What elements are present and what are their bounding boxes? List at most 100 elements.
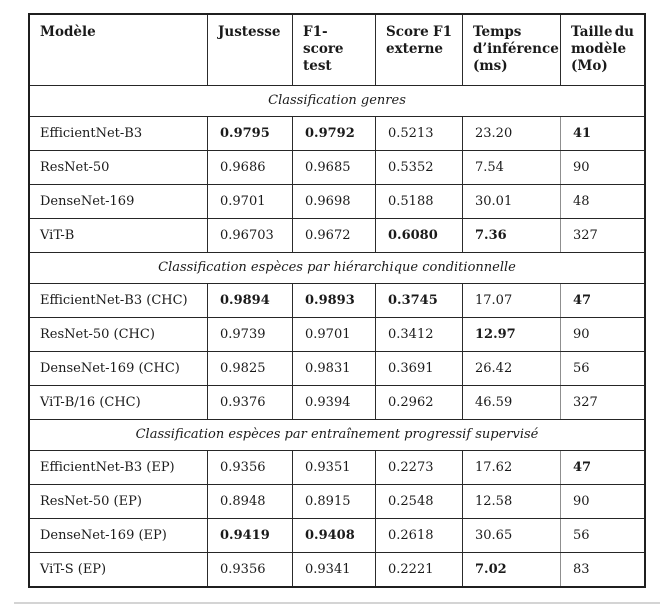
metric-cell: 0.2548 — [375, 485, 462, 518]
metric-cell: 0.3412 — [375, 318, 462, 351]
metric-cell: 0.9831 — [292, 352, 375, 385]
table-row: ResNet-50 0.9686 0.9685 0.5352 7.54 90 — [30, 150, 644, 184]
metric-cell: 23.20 — [462, 117, 560, 150]
metric-cell: 30.01 — [462, 185, 560, 218]
column-header-f1-score-test: F1-score test — [292, 15, 375, 85]
model-name-cell: DenseNet-169 (EP) — [40, 528, 167, 543]
metric-cell: 83 — [560, 553, 644, 586]
metric-cell: 0.9701 — [292, 318, 375, 351]
header-line: Temps — [473, 24, 522, 40]
model-name-cell: ViT-S (EP) — [40, 562, 107, 577]
section-title: Classification espèces par entraînement … — [30, 419, 644, 450]
metric-cell: 90 — [560, 318, 644, 351]
header-line: test — [303, 58, 332, 74]
metric-cell: 0.9351 — [292, 451, 375, 484]
model-results-table: Modèle Justesse F1-score test Score F1 externe… — [28, 13, 646, 588]
metric-cell: 90 — [560, 151, 644, 184]
column-header-temps-inference: Temps d’inférence (ms) — [462, 15, 560, 85]
metric-cell: 0.6080 — [375, 219, 462, 252]
metric-cell: 0.9825 — [207, 352, 292, 385]
table-row: ViT-B 0.96703 0.9672 0.6080 7.36 327 — [30, 218, 644, 252]
metric-cell: 0.3691 — [375, 352, 462, 385]
metric-cell: 0.9795 — [207, 117, 292, 150]
header-line: (Mo) — [571, 58, 608, 74]
metric-cell: 26.42 — [462, 352, 560, 385]
metric-cell: 327 — [560, 219, 644, 252]
model-name-cell: DenseNet-169 (CHC) — [40, 361, 180, 376]
header-word: du — [614, 24, 634, 40]
table-row: EfficientNet-B3 (CHC) 0.9894 0.9893 0.3745 1… — [30, 283, 644, 317]
column-header-justesse: Justesse — [207, 15, 292, 85]
metric-cell: 47 — [560, 284, 644, 317]
metric-cell: 0.9686 — [207, 151, 292, 184]
column-header-modele: Modèle — [30, 15, 207, 85]
header-line: externe — [386, 41, 443, 57]
table-row: DenseNet-169 (EP) 0.9419 0.9408 0.2618 30.65… — [30, 518, 644, 552]
section-title: Classification genres — [30, 85, 644, 116]
header-line: d’inférence — [473, 41, 559, 57]
metric-cell: 0.2962 — [375, 386, 462, 419]
metric-cell: 0.2618 — [375, 519, 462, 552]
metric-cell: 41 — [560, 117, 644, 150]
metric-cell: 12.58 — [462, 485, 560, 518]
metric-cell: 0.8948 — [207, 485, 292, 518]
metric-cell: 0.5352 — [375, 151, 462, 184]
header-line: Modèle — [40, 24, 96, 40]
metric-cell: 56 — [560, 352, 644, 385]
model-name-cell: EfficientNet-B3 — [40, 126, 143, 141]
metric-cell: 0.9394 — [292, 386, 375, 419]
metric-cell: 0.9698 — [292, 185, 375, 218]
metric-cell: 0.2221 — [375, 553, 462, 586]
model-name-cell: ViT-B — [40, 228, 75, 243]
metric-cell: 0.9893 — [292, 284, 375, 317]
table-row: DenseNet-169 (CHC) 0.9825 0.9831 0.3691 26.4… — [30, 351, 644, 385]
model-name-cell: ResNet-50 (CHC) — [40, 327, 155, 342]
metric-cell: 0.9701 — [207, 185, 292, 218]
metric-cell: 0.9792 — [292, 117, 375, 150]
table-row: ViT-B/16 (CHC) 0.9376 0.9394 0.2962 46.59 327 — [30, 385, 644, 419]
metric-cell: 90 — [560, 485, 644, 518]
table-row: ResNet-50 (EP) 0.8948 0.8915 0.2548 12.58 90 — [30, 484, 644, 518]
table-row: EfficientNet-B3 (EP) 0.9356 0.9351 0.2273 17… — [30, 450, 644, 484]
model-name-cell: DenseNet-169 — [40, 194, 135, 209]
header-line: Justesse — [218, 24, 281, 40]
header-line: (ms) — [473, 58, 508, 74]
header-line: F1-score — [303, 24, 344, 57]
header-word: Score — [386, 24, 429, 40]
metric-cell: 7.02 — [462, 553, 560, 586]
page-bottom-rule — [14, 602, 660, 604]
table-body: Classification genres EfficientNet-B3 0.97… — [30, 85, 644, 586]
metric-cell: 0.9376 — [207, 386, 292, 419]
metric-cell: 7.54 — [462, 151, 560, 184]
model-name-cell: ResNet-50 — [40, 160, 110, 175]
metric-cell: 0.9739 — [207, 318, 292, 351]
metric-cell: 47 — [560, 451, 644, 484]
header-line: Score F1 — [386, 24, 452, 41]
model-name-cell: EfficientNet-B3 (CHC) — [40, 293, 188, 308]
metric-cell: 0.9685 — [292, 151, 375, 184]
metric-cell: 0.9356 — [207, 451, 292, 484]
metric-cell: 0.9672 — [292, 219, 375, 252]
metric-cell: 0.5188 — [375, 185, 462, 218]
column-header-score-f1-externe: Score F1 externe — [375, 15, 462, 85]
metric-cell: 0.5213 — [375, 117, 462, 150]
model-name-cell: ViT-B/16 (CHC) — [40, 395, 141, 410]
model-name-cell: ResNet-50 (EP) — [40, 494, 142, 509]
column-header-taille-modele: Taille du modèle (Mo) — [560, 15, 644, 85]
table-row: ResNet-50 (CHC) 0.9739 0.9701 0.3412 12.97 90 — [30, 317, 644, 351]
table-header-row: Modèle Justesse F1-score test Score F1 externe… — [30, 15, 644, 85]
model-name-cell: EfficientNet-B3 (EP) — [40, 460, 175, 475]
header-word: Taille — [571, 24, 613, 40]
metric-cell: 0.9356 — [207, 553, 292, 586]
metric-cell: 0.96703 — [207, 219, 292, 252]
metric-cell: 46.59 — [462, 386, 560, 419]
table-row: DenseNet-169 0.9701 0.9698 0.5188 30.01 48 — [30, 184, 644, 218]
metric-cell: 0.9894 — [207, 284, 292, 317]
metric-cell: 0.2273 — [375, 451, 462, 484]
metric-cell: 0.3745 — [375, 284, 462, 317]
metric-cell: 0.9408 — [292, 519, 375, 552]
metric-cell: 7.36 — [462, 219, 560, 252]
metric-cell: 0.9419 — [207, 519, 292, 552]
header-word: F1 — [433, 24, 452, 40]
